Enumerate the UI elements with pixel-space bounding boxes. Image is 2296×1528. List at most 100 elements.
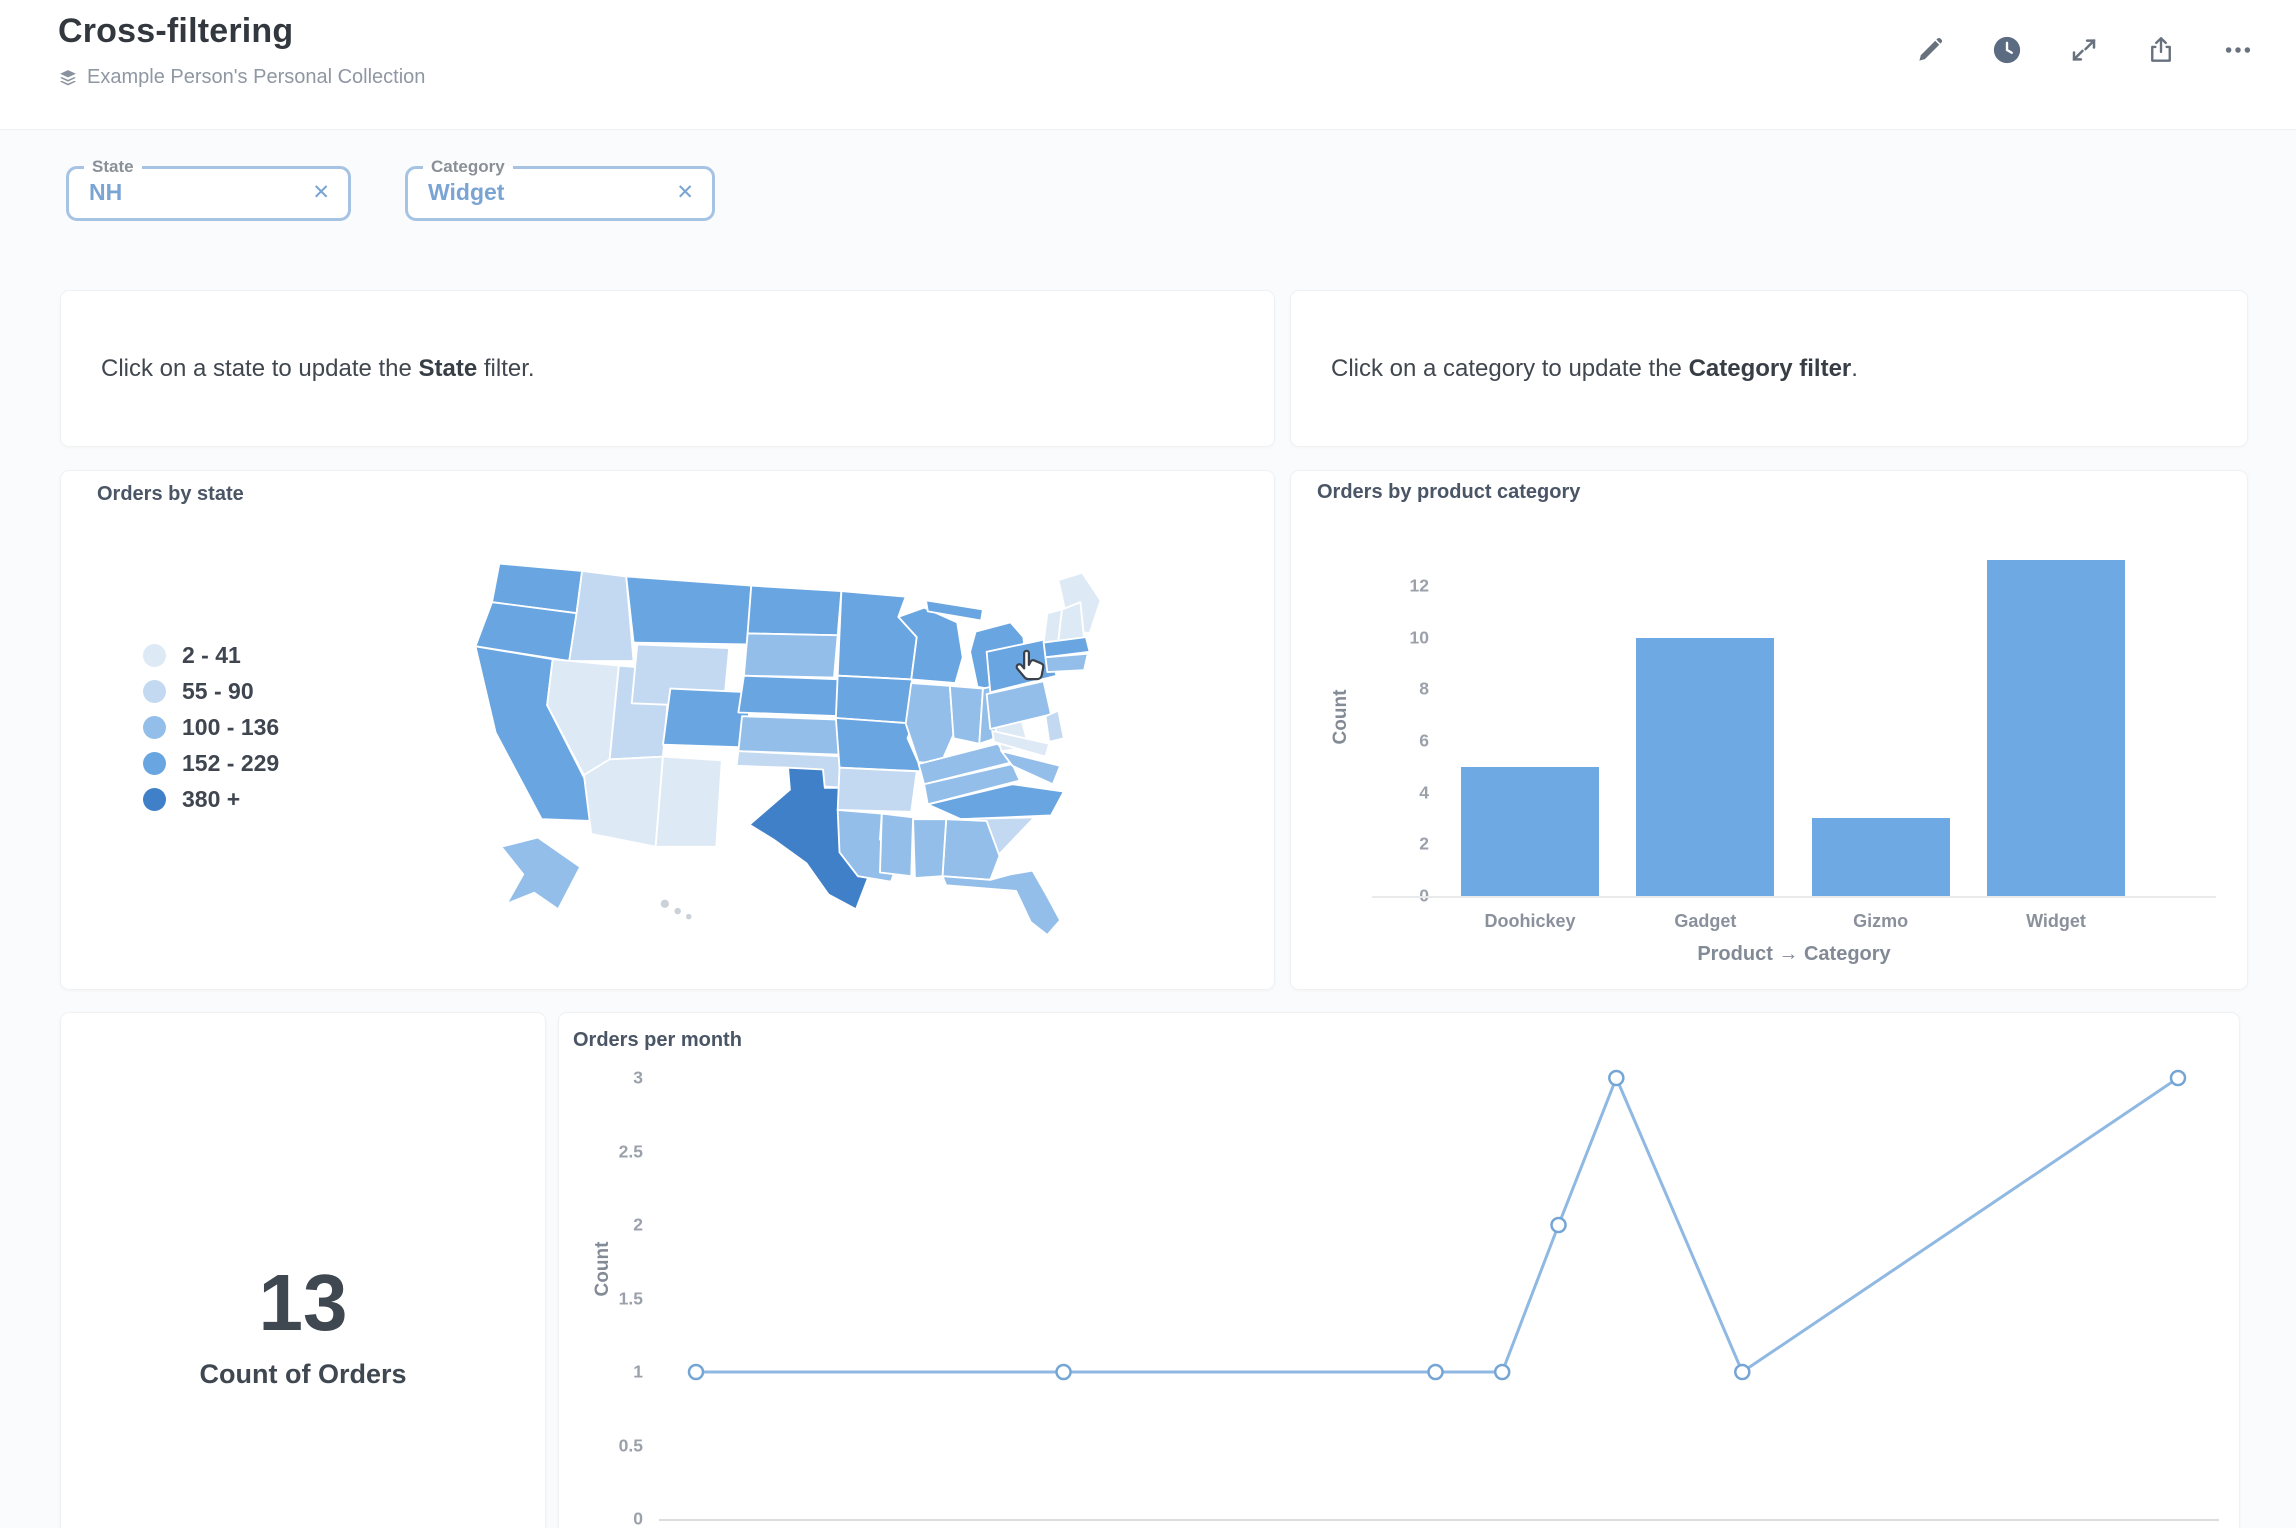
legend-dot <box>143 643 166 667</box>
state-MT[interactable] <box>625 575 753 646</box>
us-choropleth-map[interactable] <box>446 526 1108 956</box>
line-y-tick: 1.5 <box>618 1288 643 1308</box>
state-AK[interactable] <box>500 836 582 911</box>
bar-x-tick: Gadget <box>1674 911 1737 931</box>
data-point-marker[interactable] <box>1493 1363 1511 1381</box>
data-point-marker[interactable] <box>1427 1363 1444 1381</box>
line-y-tick: 2 <box>633 1214 643 1235</box>
legend-label: 152 - 229 <box>182 749 280 776</box>
line-y-tick: 1 <box>633 1361 643 1382</box>
state-IN[interactable] <box>948 684 984 745</box>
bar-gizmo[interactable] <box>1811 818 1950 896</box>
state-MA[interactable] <box>1042 636 1091 659</box>
state-AL[interactable] <box>912 818 948 879</box>
line-y-tick: 3 <box>633 1067 643 1088</box>
scalar-label: Count of Orders <box>199 1359 407 1389</box>
dashboard-header: Cross-filtering Example Person's Persona… <box>0 0 2296 130</box>
data-point-marker[interactable] <box>1608 1069 1625 1087</box>
filter-state-value[interactable]: NH <box>89 179 123 205</box>
map-legend: 2 - 41 55 - 90 100 - 136 152 - 229 380 + <box>143 637 279 817</box>
legend-item: 380 + <box>143 781 279 817</box>
bar-y-tick: 8 <box>1419 678 1429 699</box>
data-point-marker[interactable] <box>2169 1069 2187 1087</box>
state-MS[interactable] <box>879 812 914 878</box>
bar-gadget[interactable] <box>1636 637 1775 896</box>
state-MI-upper[interactable] <box>925 599 984 622</box>
legend-dot <box>143 679 166 703</box>
page-title: Cross-filtering <box>58 12 294 50</box>
line-chart[interactable] <box>659 1053 2219 1528</box>
state-MN[interactable] <box>836 590 918 681</box>
filter-category-value[interactable]: Widget <box>428 179 505 205</box>
bar-y-tick: 12 <box>1409 575 1429 596</box>
line-y-tick: 0 <box>633 1508 643 1528</box>
bar-y-tick: 2 <box>1419 833 1429 854</box>
state-VA[interactable] <box>1000 750 1062 786</box>
collection-layers-icon <box>60 69 76 85</box>
orders-per-month-card[interactable]: Orders per month Count 0 0.5 1 1.5 2 2.5 3 <box>558 1012 2240 1528</box>
legend-label: 2 - 41 <box>182 641 241 668</box>
legend-dot <box>143 715 166 739</box>
orders-by-state-card[interactable]: Orders by state 2 - 41 55 - 90 100 - 136 15… <box>60 470 1275 990</box>
bar-widget[interactable] <box>1986 560 2125 896</box>
state-KS[interactable] <box>737 715 846 756</box>
time-history-icon[interactable] <box>1991 34 2023 66</box>
state-NM[interactable] <box>654 755 723 848</box>
state-MD[interactable] <box>991 729 1051 758</box>
bar-y-tick: 10 <box>1409 627 1429 648</box>
data-point-marker[interactable] <box>1550 1216 1567 1234</box>
fullscreen-icon[interactable] <box>2068 34 2100 66</box>
bar-y-axis-label: Count <box>1330 689 1351 745</box>
legend-item: 2 - 41 <box>143 637 279 673</box>
share-icon[interactable] <box>2145 34 2177 66</box>
mouse-cursor-pointer <box>1011 647 1049 685</box>
state-NE[interactable] <box>737 674 845 718</box>
data-point-marker[interactable] <box>687 1363 705 1381</box>
bar-card-title: Orders by product category <box>1317 481 1581 503</box>
state-MO[interactable] <box>834 717 924 773</box>
bar-x-tick: Widget <box>2026 911 2086 931</box>
state-ID[interactable] <box>568 569 635 662</box>
orders-by-product-category-card[interactable]: Orders by product category Count 0 2 4 6 8 10… <box>1290 470 2248 990</box>
bar-x-axis-tick-labels: Doohickey Gadget Gizmo Widget <box>1461 911 2125 932</box>
edit-pencil-icon[interactable] <box>1914 34 1946 66</box>
data-point-marker[interactable] <box>1734 1363 1751 1381</box>
bar-x-axis-label: Product → Category <box>1697 943 1891 965</box>
state-SD[interactable] <box>742 632 839 679</box>
state-CT[interactable] <box>1044 652 1089 673</box>
filter-state[interactable]: State NH ✕ <box>66 157 351 221</box>
legend-item: 100 - 136 <box>143 709 279 745</box>
bar-x-tick: Doohickey <box>1484 911 1576 931</box>
state-CO[interactable] <box>662 687 753 749</box>
state-FL[interactable] <box>941 869 1062 936</box>
filter-state-clear-icon[interactable]: ✕ <box>312 181 330 204</box>
bar-y-tick: 0 <box>1351 886 1429 907</box>
count-of-orders-card[interactable]: 13 Count of Orders <box>60 1012 546 1528</box>
text-card-state-hint: Click on a state to update the State fil… <box>60 290 1275 447</box>
legend-label: 380 + <box>182 785 241 812</box>
text-card-category-hint: Click on a category to update the Catego… <box>1290 290 2248 447</box>
more-options-icon[interactable] <box>2222 34 2254 66</box>
state-AR[interactable] <box>836 766 918 813</box>
state-NH[interactable] <box>1057 601 1086 642</box>
state-AZ[interactable] <box>582 755 664 848</box>
state-HI[interactable] <box>684 912 694 922</box>
state-NJ[interactable] <box>1044 709 1065 743</box>
state-TN[interactable] <box>923 763 1021 806</box>
filter-category-clear-icon[interactable]: ✕ <box>676 181 694 204</box>
collection-name[interactable]: Example Person's Personal Collection <box>87 66 426 88</box>
bar-plot-area <box>1461 560 2125 896</box>
line-x-axis-line <box>659 1519 2219 1521</box>
state-NC[interactable] <box>926 783 1065 821</box>
state-HI[interactable] <box>658 897 671 910</box>
bar-x-tick: Gizmo <box>1853 911 1909 931</box>
data-point-marker[interactable] <box>1055 1363 1072 1381</box>
filter-category[interactable]: Category Widget ✕ <box>405 157 715 221</box>
state-HI[interactable] <box>672 906 683 917</box>
state-ND[interactable] <box>746 584 843 637</box>
bar-doohickey[interactable] <box>1461 766 1599 896</box>
line-card-title: Orders per month <box>573 1029 742 1051</box>
bar-y-tick: 6 <box>1419 730 1429 751</box>
filter-state-label: State <box>92 157 134 176</box>
breadcrumb[interactable]: Example Person's Personal Collection <box>58 66 425 89</box>
